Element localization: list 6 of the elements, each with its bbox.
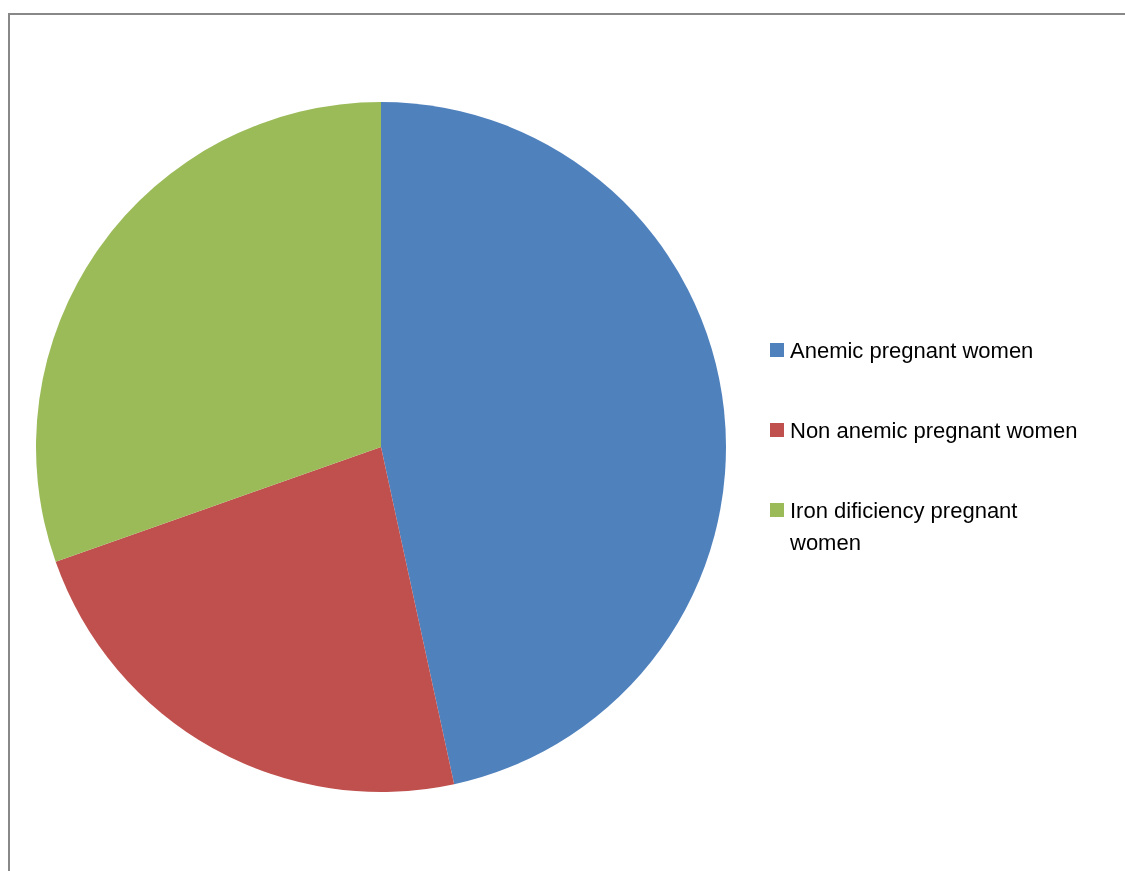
pie-slice: [36, 102, 381, 562]
pie-slice: [55, 447, 455, 792]
legend-label: Non anemic pregnant women: [790, 417, 1078, 443]
legend-label: Iron dificiency pregnant women: [789, 497, 1018, 555]
pie-slice: [381, 102, 726, 785]
legend-label: Anemic pregnant women: [790, 337, 1034, 363]
